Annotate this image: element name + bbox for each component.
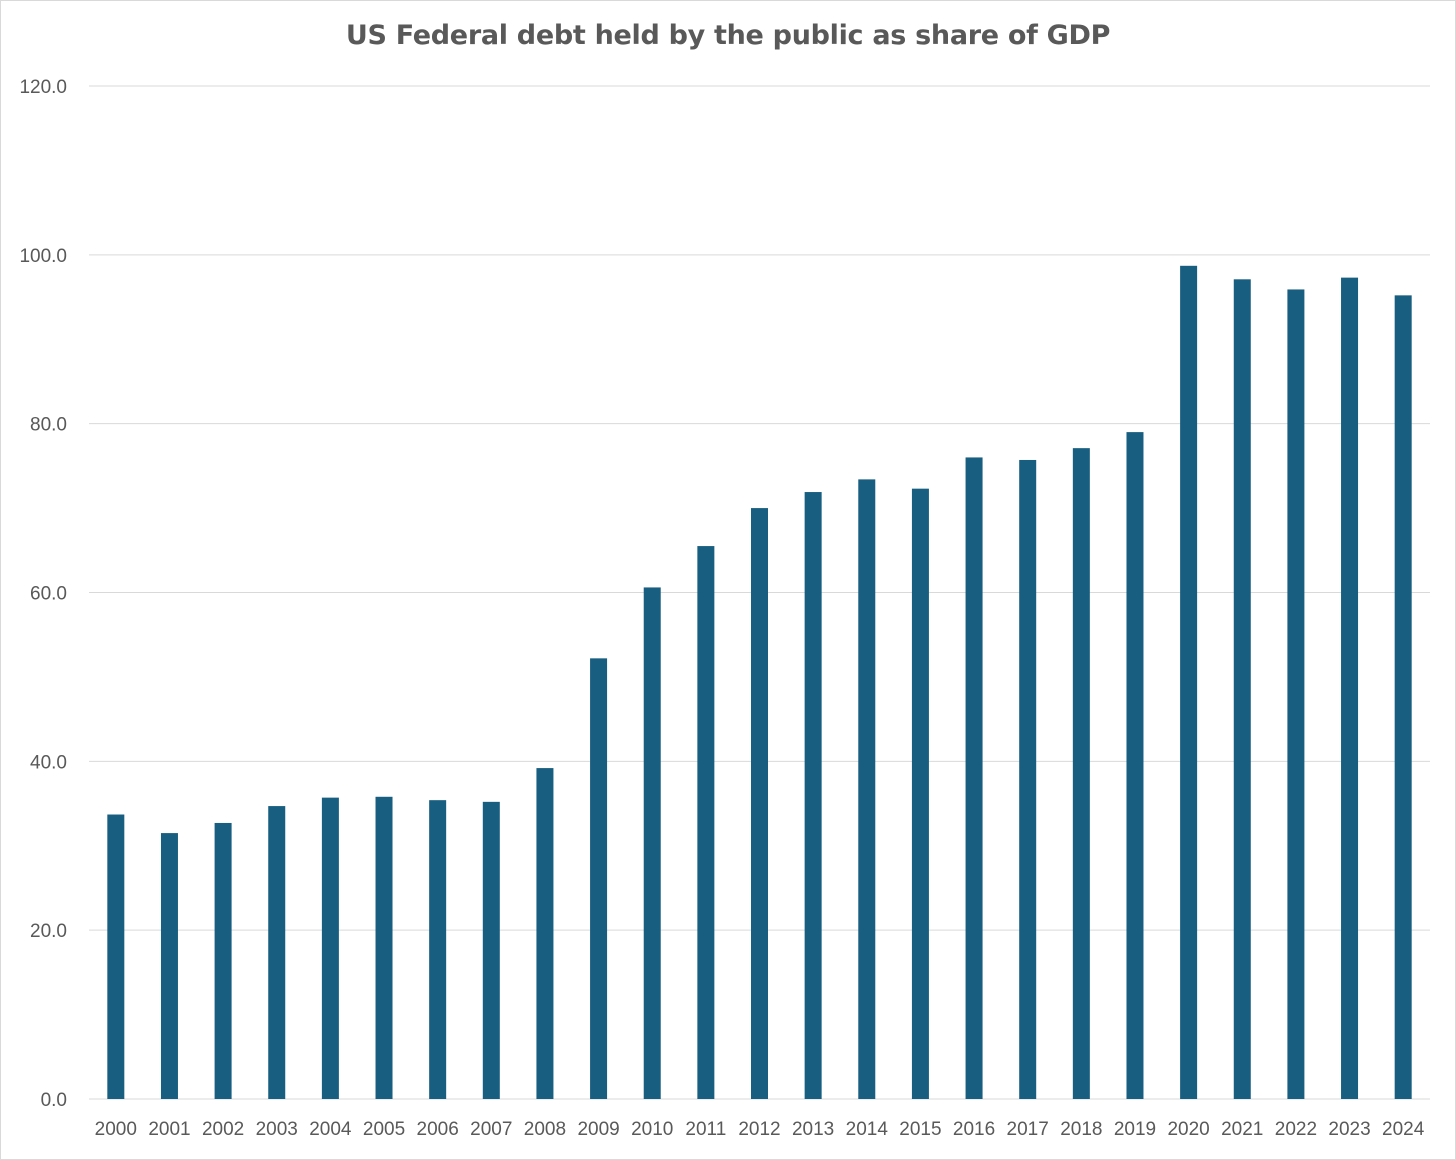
x-tick-label: 2023	[1328, 1119, 1370, 1140]
y-tick-label: 0.0	[41, 1090, 67, 1111]
bar-2024	[1394, 295, 1412, 1099]
bar-2016	[965, 457, 983, 1099]
bars	[107, 265, 1412, 1100]
x-tick-label: 2013	[792, 1119, 834, 1140]
bar-2015	[911, 488, 929, 1100]
x-tick-label: 2002	[202, 1119, 244, 1140]
bar-2002	[214, 822, 232, 1099]
x-tick-label: 2024	[1382, 1119, 1425, 1140]
x-tick-label: 2003	[256, 1119, 298, 1140]
bar-2022	[1287, 289, 1305, 1099]
x-tick-label: 2020	[1167, 1119, 1209, 1140]
x-tick-label: 2018	[1060, 1119, 1102, 1140]
y-tick-label: 20.0	[30, 921, 67, 942]
bar-2017	[1019, 459, 1037, 1099]
x-tick-label: 2006	[417, 1119, 459, 1140]
bar-2018	[1072, 448, 1090, 1100]
bar-2021	[1233, 279, 1251, 1099]
bar-2020	[1180, 265, 1198, 1099]
x-tick-label: 2007	[470, 1119, 512, 1140]
x-tick-label: 2001	[148, 1119, 190, 1140]
x-tick-label: 2019	[1114, 1119, 1156, 1140]
bar-2010	[643, 587, 661, 1099]
x-axis: 2000 2001 2002 2003 2004 2005 2006 2007 2008 2009…	[95, 1119, 1425, 1140]
x-tick-label: 2004	[309, 1119, 352, 1140]
y-tick-label: 100.0	[19, 246, 67, 267]
x-tick-label: 2009	[577, 1119, 619, 1140]
x-tick-label: 2008	[524, 1119, 566, 1140]
y-tick-label: 40.0	[30, 752, 67, 773]
x-tick-label: 2021	[1221, 1119, 1263, 1140]
bar-2019	[1126, 432, 1144, 1099]
y-tick-label: 120.0	[19, 77, 67, 98]
x-tick-label: 2010	[631, 1119, 673, 1140]
x-tick-label: 2015	[899, 1119, 941, 1140]
bar-2009	[590, 658, 608, 1099]
bar-2007	[482, 801, 500, 1099]
y-tick-label: 60.0	[30, 584, 67, 605]
chart-title: US Federal debt held by the public as sh…	[345, 20, 1111, 51]
bar-2005	[375, 796, 393, 1099]
x-tick-label: 2014	[846, 1119, 889, 1140]
x-tick-label: 2022	[1275, 1119, 1317, 1140]
bar-2008	[536, 768, 554, 1099]
x-tick-label: 2017	[1007, 1119, 1049, 1140]
x-tick-label: 2005	[363, 1119, 405, 1140]
x-tick-label: 2000	[95, 1119, 137, 1140]
bar-2013	[804, 492, 822, 1099]
bar-2011	[697, 546, 715, 1099]
x-tick-label: 2012	[738, 1119, 780, 1140]
y-tick-label: 80.0	[30, 415, 67, 436]
bar-2014	[858, 479, 876, 1099]
bar-2000	[107, 814, 125, 1099]
bar-2012	[751, 508, 768, 1099]
x-tick-label: 2011	[685, 1119, 726, 1140]
bar-2004	[321, 797, 339, 1099]
bar-2023	[1341, 277, 1359, 1099]
bar-2006	[429, 800, 447, 1099]
bar-2003	[268, 806, 286, 1099]
x-tick-label: 2016	[953, 1119, 995, 1140]
y-axis: 0.0 20.0 40.0 60.0 80.0 100.0 120.0	[19, 77, 67, 1111]
bar-2001	[160, 833, 178, 1099]
